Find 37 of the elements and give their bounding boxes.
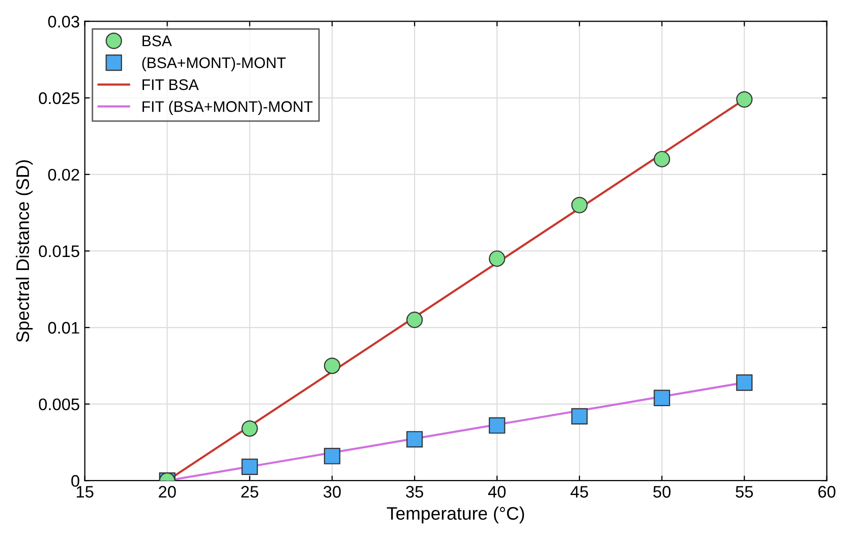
legend-label: FIT (BSA+MONT)-MONT xyxy=(142,100,313,115)
y-tick-label: 0.01 xyxy=(48,322,80,334)
point xyxy=(241,420,258,437)
y-tick-label: 0 xyxy=(71,475,80,487)
point xyxy=(736,374,753,391)
point xyxy=(488,417,506,434)
point xyxy=(488,250,506,267)
point xyxy=(571,408,588,424)
point xyxy=(406,431,423,448)
point xyxy=(654,390,670,406)
x-tick-label: 55 xyxy=(736,486,753,498)
x-tick-label: 40 xyxy=(488,486,506,498)
x-axis-title: Temperature (°C) xyxy=(386,506,524,524)
point xyxy=(736,91,753,108)
x-tick-label: 20 xyxy=(158,486,176,498)
y-tick-label: 0.025 xyxy=(38,92,80,104)
point xyxy=(571,196,588,214)
x-tick-label: 45 xyxy=(570,486,588,498)
legend-label: FIT BSA xyxy=(142,79,199,90)
y-tick-label: 0.03 xyxy=(48,16,80,28)
point xyxy=(241,458,258,476)
point xyxy=(406,312,423,328)
point xyxy=(654,150,670,168)
legend-label: (BSA+MONT)-MONT xyxy=(142,56,286,72)
x-tick-label: 25 xyxy=(241,486,258,498)
x-tick-label: 30 xyxy=(324,486,341,498)
x-tick-label: 35 xyxy=(406,486,424,498)
y-tick-label: 0.005 xyxy=(38,398,80,410)
x-tick-label: 60 xyxy=(818,486,836,498)
y-axis-title: Spectral Distance (SD) xyxy=(16,160,33,342)
y-tick-label: 0.02 xyxy=(48,168,80,181)
x-tick-label: 50 xyxy=(653,486,671,498)
y-tick-label: 0.015 xyxy=(38,245,80,258)
x-tick-label: 15 xyxy=(76,486,94,498)
point xyxy=(324,448,340,464)
legend-label: BSA xyxy=(142,36,172,46)
point xyxy=(324,358,340,374)
